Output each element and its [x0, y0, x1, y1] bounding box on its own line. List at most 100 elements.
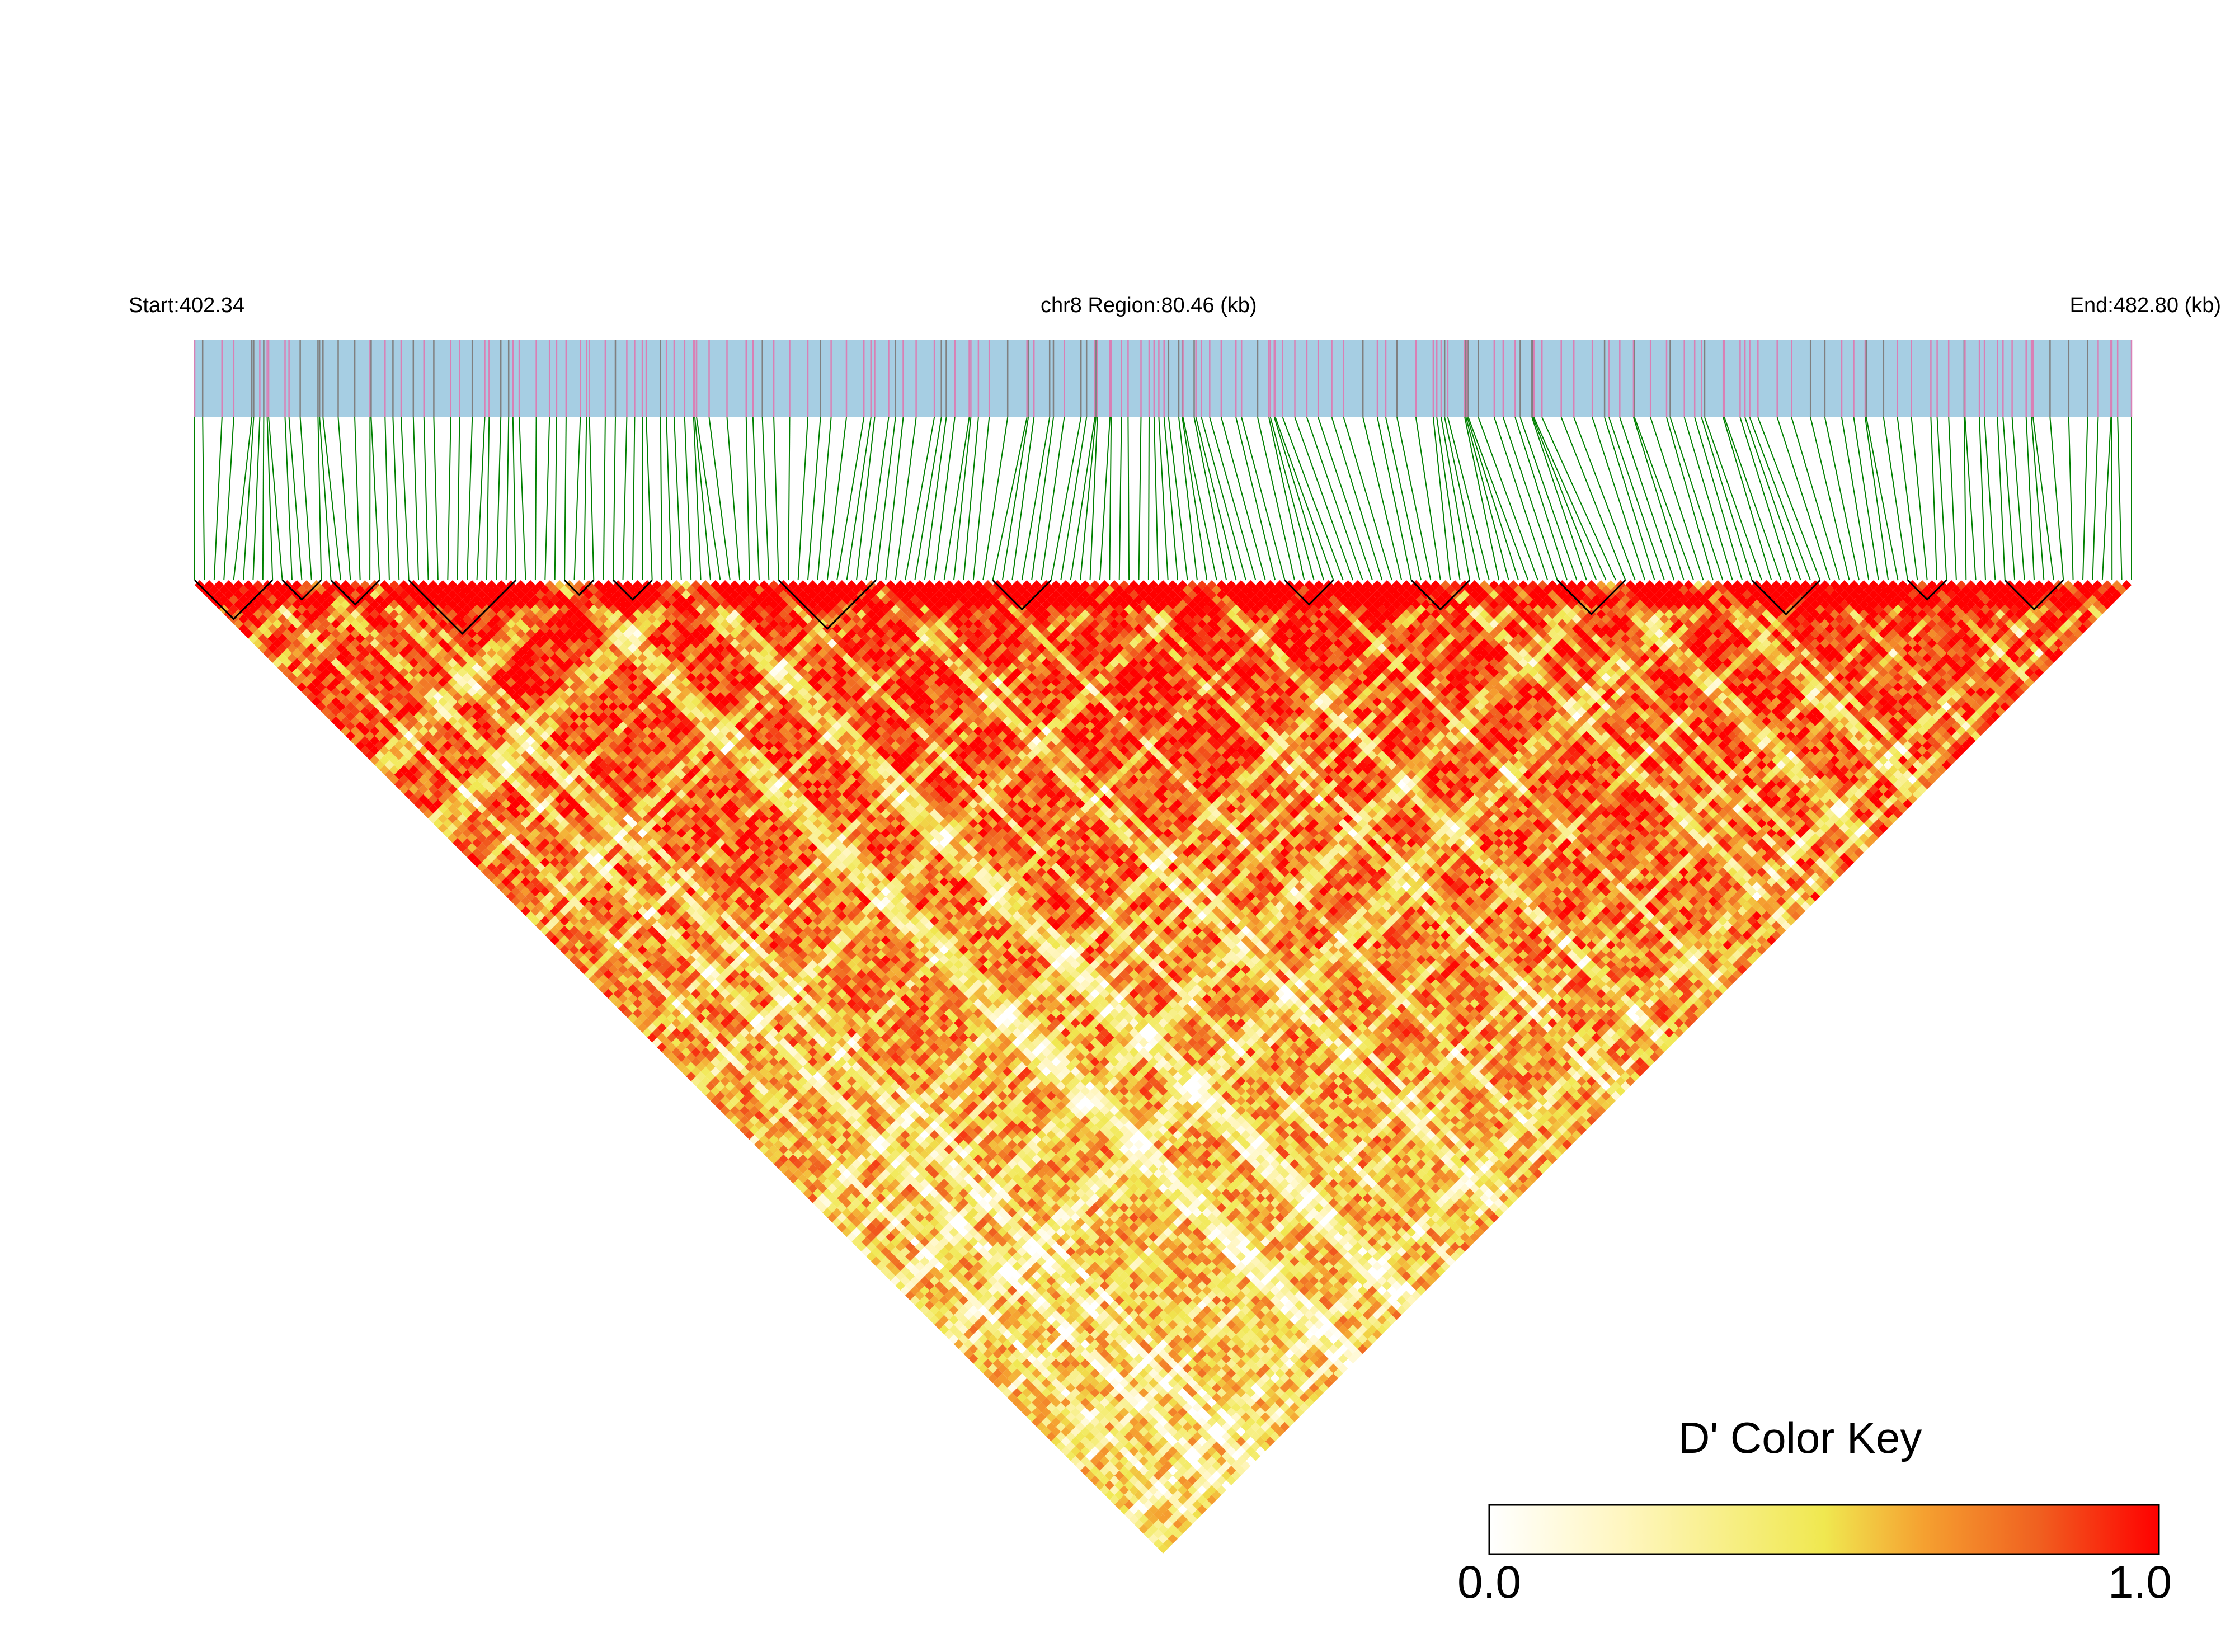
ld-cell-1-116: [759, 1135, 769, 1145]
snp-connector-112: [1241, 417, 1286, 581]
snp-connector-43: [613, 417, 616, 581]
ld-cell-1-186: [1099, 1475, 1110, 1485]
snp-connector-73: [905, 417, 935, 581]
ld-cell-2-185: [1099, 1466, 1110, 1476]
snp-connector-162: [1723, 417, 1772, 581]
snp-connector-116: [1273, 417, 1325, 581]
ld-cell-3-101: [695, 1052, 706, 1062]
ld-cell-2-195: [1148, 1514, 1159, 1524]
ld-cell-1-24: [311, 687, 322, 697]
ld-cell-0-38: [374, 760, 385, 770]
snp-connector-79: [963, 417, 979, 581]
ld-cell-2-187: [1109, 1475, 1119, 1485]
ld-cell-1-48: [428, 804, 438, 814]
snp-connector-106: [1193, 417, 1227, 581]
snp-connector-81: [982, 417, 1009, 581]
ld-cell-2-9: [243, 609, 253, 619]
ld-cell-1-128: [817, 1193, 827, 1203]
ld-cell-3-44: [418, 774, 429, 785]
ld-cell-1-60: [486, 862, 497, 872]
ld-cell-3-41: [404, 760, 414, 770]
ld-cell-1-76: [564, 940, 575, 950]
ld-cell-1-67: [520, 896, 531, 906]
snp-connector-84: [1011, 417, 1035, 581]
snp-connector-137: [1467, 417, 1529, 581]
ld-cell-3-23: [316, 672, 326, 683]
snp-connector-125: [1377, 417, 1412, 581]
snp-connector-24: [423, 417, 429, 581]
snp-connector-61: [788, 417, 791, 581]
ld-cell-0-61: [486, 872, 497, 882]
ld-cell-2-135: [857, 1222, 867, 1232]
ld-cell-1-106: [711, 1086, 721, 1096]
ld-cell-0-74: [550, 935, 560, 945]
snp-connector-169: [1791, 417, 1841, 581]
ld-cell-1-184: [1090, 1466, 1100, 1476]
ld-cell-0-44: [404, 789, 414, 799]
ld-cell-1-180: [1070, 1446, 1081, 1456]
ld-cell-2-57: [477, 843, 487, 853]
ld-cell-1-68: [525, 901, 535, 911]
ld-cell-2-117: [769, 1135, 779, 1145]
snp-track: [195, 340, 2132, 417]
snp-connector-3: [223, 417, 234, 581]
ld-cell-1-141: [881, 1256, 891, 1267]
ld-cell-0-180: [1066, 1451, 1076, 1461]
ld-cell-3-46: [428, 784, 438, 794]
ld-cell-1-5: [219, 595, 229, 605]
snp-connector-155: [1650, 417, 1704, 581]
ld-cell-0-126: [803, 1188, 813, 1198]
snp-connector-6: [252, 417, 261, 581]
ld-cell-0-43: [399, 784, 409, 794]
snp-connector-171: [1824, 417, 1860, 581]
ld-cell-3-123: [803, 1159, 813, 1169]
ld-cell-0-130: [822, 1208, 832, 1218]
ld-cell-3-139: [881, 1237, 891, 1247]
snp-connector-50: [674, 417, 682, 581]
ld-cell-1-99: [676, 1052, 686, 1062]
ld-cell-3-143: [900, 1256, 910, 1267]
ld-cell-1-185: [1095, 1470, 1105, 1481]
ld-cell-0-168: [1007, 1392, 1017, 1402]
snp-connector-17: [354, 417, 361, 581]
ld-cell-1-174: [1041, 1417, 1051, 1427]
ld-cell-0-189: [1109, 1495, 1119, 1505]
ld-cell-2-153: [944, 1310, 954, 1320]
ld-cell-1-197: [1153, 1529, 1163, 1539]
ld-cell-1-38: [379, 755, 389, 765]
ld-cell-0-16: [267, 653, 277, 663]
snp-connector-173: [1853, 417, 1879, 581]
ld-cell-0-73: [545, 930, 555, 940]
snp-connector-13: [317, 417, 322, 581]
ld-cell-0-99: [671, 1057, 681, 1067]
ld-cell-2-191: [1129, 1495, 1139, 1505]
ld-cell-0-56: [462, 848, 472, 858]
ld-cell-0-132: [832, 1217, 842, 1227]
ld-cell-2-183: [1090, 1456, 1100, 1466]
ld-cell-0-151: [924, 1310, 935, 1320]
ld-cell-0-124: [793, 1178, 803, 1189]
ld-cell-2-150: [929, 1295, 939, 1306]
snp-connector-107: [1195, 417, 1237, 581]
ld-cell-3-141: [890, 1246, 901, 1257]
snp-connector-12: [299, 417, 312, 581]
ld-cell-1-95: [657, 1033, 667, 1043]
ld-cell-3-51: [453, 808, 463, 819]
ld-cell-1-101: [686, 1062, 696, 1072]
snp-connector-152: [1619, 417, 1675, 581]
ld-cell-2-172: [1036, 1402, 1047, 1413]
ld-cell-2-41: [399, 765, 409, 775]
snp-connector-145: [1533, 417, 1607, 581]
ld-cell-0-161: [973, 1358, 984, 1369]
ld-cell-2-144: [900, 1266, 910, 1276]
ld-cell-0-173: [1032, 1417, 1042, 1427]
ld-cell-1-2: [204, 580, 214, 590]
ld-cell-2-87: [623, 989, 633, 999]
ld-cell-0-144: [890, 1276, 901, 1286]
ld-cell-1-171: [1027, 1402, 1037, 1413]
ld-cell-0-25: [311, 696, 322, 707]
ld-cell-1-126: [808, 1183, 818, 1193]
ld-cell-3-124: [808, 1164, 818, 1174]
ld-cell-0-170: [1017, 1402, 1027, 1413]
ld-cell-0-51: [437, 823, 448, 834]
